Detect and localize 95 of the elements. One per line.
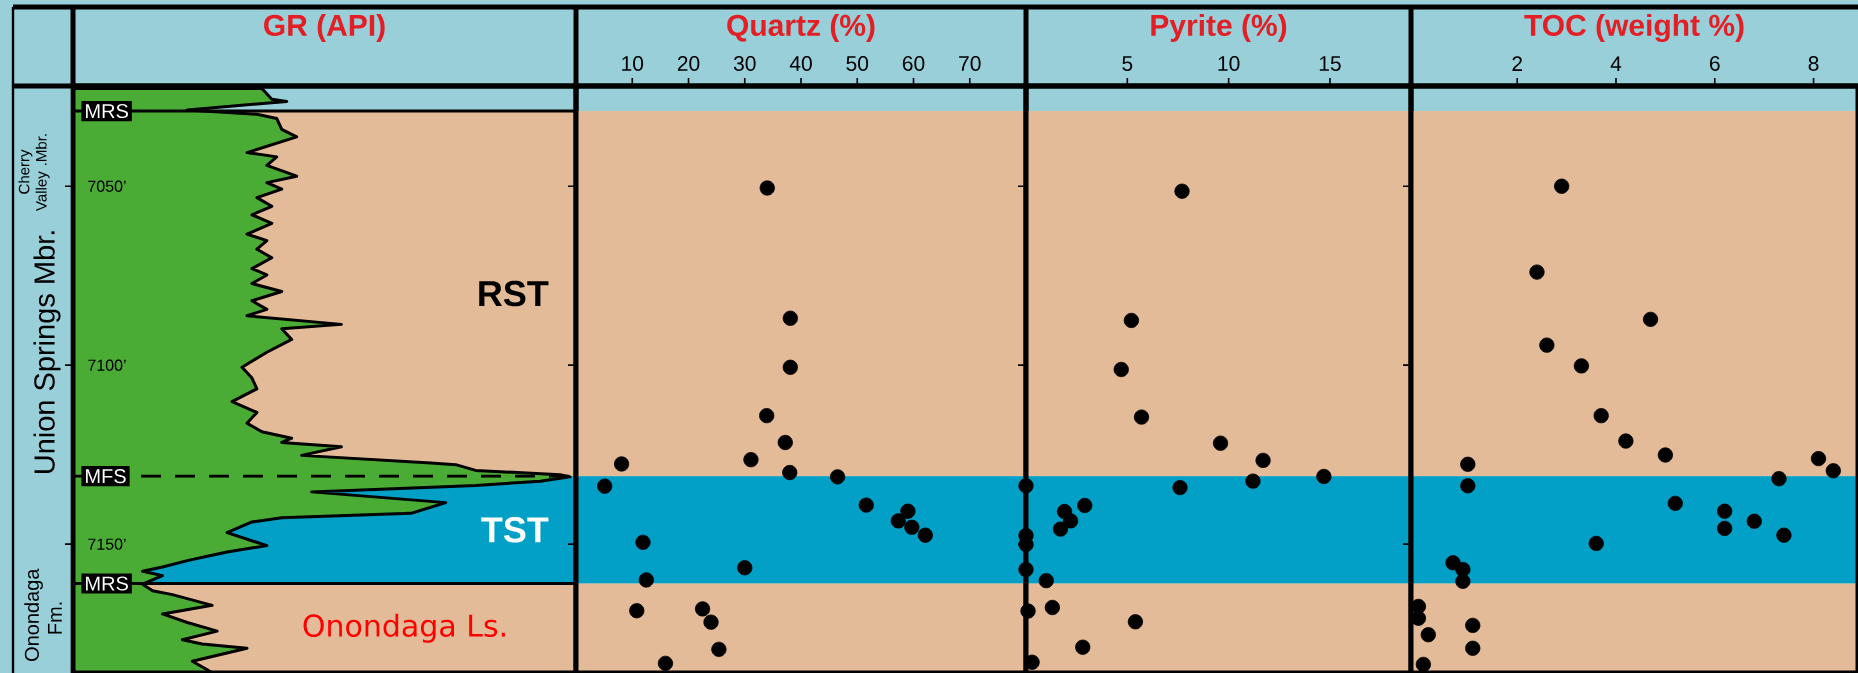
point — [1573, 358, 1590, 374]
point — [1038, 573, 1054, 589]
x-tick-label: 10 — [1218, 56, 1240, 71]
point — [1529, 264, 1545, 280]
point — [1127, 614, 1144, 630]
point — [1245, 473, 1261, 489]
point — [782, 310, 798, 326]
x-tick-label: 2 — [1512, 56, 1522, 71]
point — [1771, 471, 1787, 487]
point — [1174, 183, 1190, 199]
text: Cherry Valley .Mbr. — [18, 134, 50, 211]
point — [1445, 555, 1461, 571]
ref-line-label: MRS — [86, 103, 128, 119]
point — [1465, 640, 1481, 656]
point — [1255, 452, 1271, 468]
point — [1657, 447, 1673, 463]
point — [1133, 409, 1150, 425]
point — [743, 452, 759, 468]
y-tick-label: 7100’ — [88, 359, 126, 371]
point — [1588, 535, 1604, 552]
point — [1554, 178, 1570, 194]
text: Union Springs Mbr. — [33, 231, 61, 474]
point — [1020, 603, 1036, 619]
point — [1062, 513, 1079, 529]
x-tick-label: 6 — [1710, 56, 1720, 71]
x-tick-label: 4 — [1610, 56, 1622, 71]
point — [1075, 639, 1091, 655]
point — [1052, 521, 1069, 537]
point — [1123, 312, 1139, 329]
x-tick-label: 40 — [789, 56, 812, 71]
x-tick-label: 60 — [902, 56, 925, 71]
point — [1018, 561, 1034, 578]
point — [1044, 599, 1060, 616]
point — [890, 513, 906, 529]
point — [737, 560, 753, 576]
band-label: Onondaga Ls. — [303, 613, 505, 643]
point — [694, 601, 711, 617]
point — [1420, 627, 1436, 643]
point — [711, 641, 727, 657]
point — [1593, 408, 1609, 424]
point — [1642, 311, 1659, 327]
ref-line-label: MRS — [86, 576, 128, 591]
point — [900, 503, 916, 519]
x-tick-label: 5 — [1122, 56, 1133, 71]
point — [1460, 478, 1476, 494]
point — [782, 464, 798, 481]
band-label: RST — [479, 280, 549, 307]
point — [1018, 478, 1034, 494]
point — [1717, 503, 1733, 519]
point — [629, 603, 645, 619]
x-tick-label: 8 — [1808, 56, 1819, 71]
point — [917, 527, 933, 543]
point — [1316, 468, 1332, 485]
point — [858, 497, 874, 513]
point — [1172, 479, 1188, 496]
point — [759, 408, 775, 424]
point — [1455, 573, 1471, 589]
x-tick-label: 70 — [959, 56, 981, 71]
chart-title: TOC (weight %) — [1524, 13, 1744, 43]
chart-title: GR (API) — [264, 13, 385, 42]
point — [1825, 463, 1841, 479]
point — [1667, 495, 1683, 511]
point — [1717, 520, 1733, 536]
point — [635, 534, 651, 550]
x-tick-label: 50 — [846, 56, 869, 71]
x-tick-label: 15 — [1319, 56, 1341, 71]
point — [703, 614, 719, 630]
chart-title: Pyrite (%) — [1151, 13, 1287, 42]
point — [613, 456, 630, 472]
point — [1460, 456, 1476, 472]
ref-line-label: MFS — [86, 469, 126, 484]
y-tick-label: 7050’ — [88, 180, 126, 192]
point — [1113, 361, 1129, 378]
point — [1776, 527, 1792, 543]
point — [777, 434, 793, 451]
x-tick-label: 30 — [733, 56, 756, 71]
point — [829, 469, 846, 485]
chart-title: Quartz (%) — [727, 13, 875, 42]
point — [597, 478, 613, 494]
point — [1810, 450, 1827, 467]
y-tick-label: 7150’ — [88, 538, 126, 550]
point — [1465, 617, 1481, 633]
band-label: TST — [481, 517, 549, 543]
point — [638, 572, 654, 588]
point — [904, 519, 920, 535]
point — [1539, 337, 1555, 353]
x-tick-label: 20 — [677, 56, 700, 71]
point — [782, 359, 798, 375]
point — [1077, 497, 1093, 514]
x-tick-label: 10 — [622, 56, 644, 71]
point — [1212, 435, 1229, 451]
text: Onondaga Fm. — [24, 568, 62, 662]
point — [759, 180, 775, 196]
point — [1746, 513, 1762, 529]
point — [1618, 433, 1634, 449]
